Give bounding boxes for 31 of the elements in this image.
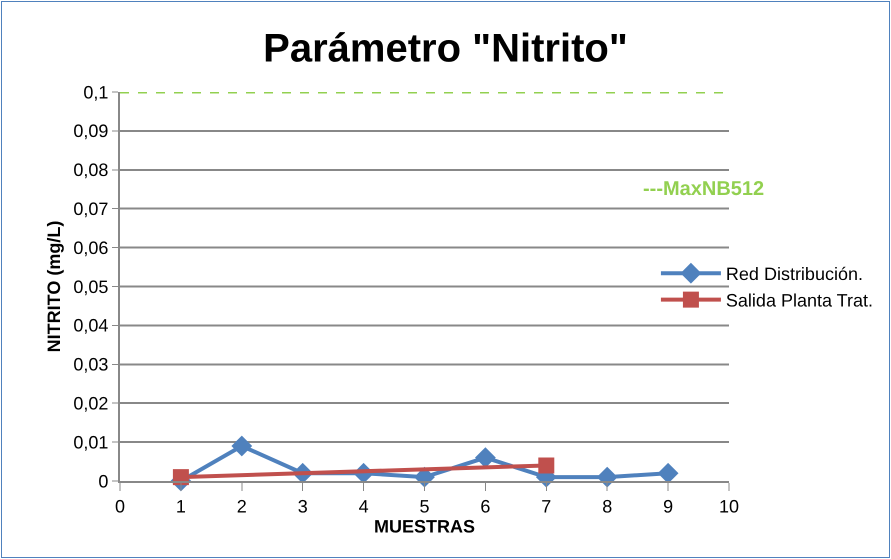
x-tick-label: 1 xyxy=(176,496,186,517)
y-tick-label: 0,01 xyxy=(73,432,108,452)
y-tick-label: 0,06 xyxy=(73,238,108,258)
ref-line-label: ---MaxNB512 xyxy=(643,178,764,200)
y-axis-title: NITRITO (mg/L) xyxy=(44,220,64,352)
x-tick-label: 2 xyxy=(236,496,247,517)
x-tick-label: 9 xyxy=(663,496,674,517)
y-tick-label: 0,1 xyxy=(83,82,108,102)
point xyxy=(538,457,554,474)
y-tick-label: 0,09 xyxy=(73,121,108,142)
x-tick-label: 4 xyxy=(358,496,369,517)
y-tick-label: 0,08 xyxy=(73,160,108,180)
x-tick-label: 8 xyxy=(602,496,612,517)
x-tick-label: 6 xyxy=(480,496,490,517)
y-tick-label: 0,03 xyxy=(73,354,108,375)
x-tick-label: 7 xyxy=(541,496,552,517)
x-tick-label: 0 xyxy=(114,496,126,517)
y-tick-label: 0,04 xyxy=(73,316,108,336)
y-tick-label: 0,02 xyxy=(73,394,108,414)
y-tick-label: 0,07 xyxy=(73,199,108,219)
x-tick-label: 10 xyxy=(718,496,740,517)
y-tick-label: 0,05 xyxy=(73,276,108,297)
x-tick-label: 3 xyxy=(298,496,308,517)
legend-label: Red Distribución. xyxy=(726,264,863,284)
x-axis-title: MUESTRAS xyxy=(374,516,476,537)
y-tick-label: 0 xyxy=(98,471,108,492)
legend-label: Salida Planta Trat. xyxy=(726,290,874,311)
point xyxy=(658,462,678,484)
x-tick-label: 5 xyxy=(419,496,430,517)
point xyxy=(231,436,252,456)
chart-title: Parámetro "Nitrito" xyxy=(263,26,628,71)
